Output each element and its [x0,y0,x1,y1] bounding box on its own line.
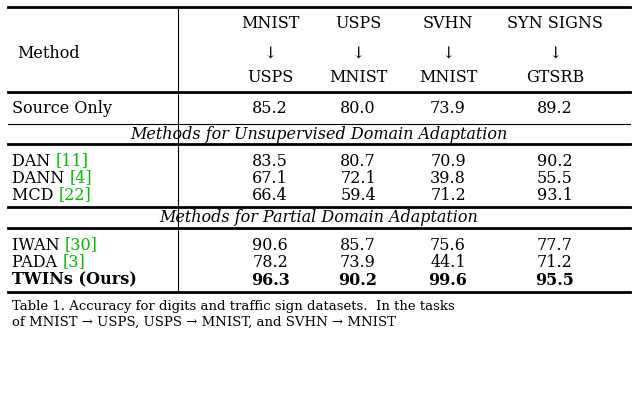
Text: ↓: ↓ [442,44,454,62]
Text: 72.1: 72.1 [340,170,376,186]
Text: 73.9: 73.9 [430,99,466,116]
Text: PADA: PADA [12,253,62,271]
Text: MNIST: MNIST [241,15,299,31]
Text: TWINs (Ours): TWINs (Ours) [12,272,137,289]
Text: ↓: ↓ [351,44,365,62]
Text: Methods for Partial Domain Adaptation: Methods for Partial Domain Adaptation [159,209,478,225]
Text: 90.6: 90.6 [252,236,288,253]
Text: [30]: [30] [65,236,98,253]
Text: [4]: [4] [69,170,92,186]
Text: 67.1: 67.1 [252,170,288,186]
Text: 75.6: 75.6 [430,236,466,253]
Text: MCD: MCD [12,186,58,204]
Text: Table 1. Accuracy for digits and traffic sign datasets.  In the tasks: Table 1. Accuracy for digits and traffic… [12,300,455,313]
Text: DAN: DAN [12,153,56,170]
Text: [11]: [11] [56,153,88,170]
Text: USPS: USPS [247,70,293,86]
Text: 80.0: 80.0 [340,99,376,116]
Text: 73.9: 73.9 [340,253,376,271]
Text: 85.2: 85.2 [252,99,288,116]
Text: [22]: [22] [58,186,92,204]
Text: 44.1: 44.1 [430,253,466,271]
Text: 90.2: 90.2 [537,153,573,170]
Text: 96.3: 96.3 [251,272,289,289]
Text: 93.1: 93.1 [537,186,573,204]
Text: 83.5: 83.5 [252,153,288,170]
Text: ↓: ↓ [263,44,276,62]
Text: Source Only: Source Only [12,99,112,116]
Text: 89.2: 89.2 [537,99,573,116]
Text: 70.9: 70.9 [430,153,466,170]
Text: IWAN: IWAN [12,236,65,253]
Text: MNIST: MNIST [329,70,387,86]
Text: of MNIST → USPS, USPS → MNIST, and SVHN → MNIST: of MNIST → USPS, USPS → MNIST, and SVHN … [12,316,396,328]
Text: 90.2: 90.2 [339,272,378,289]
Text: SVHN: SVHN [423,15,473,31]
Text: DANN: DANN [12,170,69,186]
Text: 55.5: 55.5 [537,170,573,186]
Text: 77.7: 77.7 [537,236,573,253]
Text: 95.5: 95.5 [536,272,575,289]
Text: 71.2: 71.2 [537,253,573,271]
Text: 59.4: 59.4 [340,186,376,204]
Text: MNIST: MNIST [419,70,477,86]
Text: GTSRB: GTSRB [526,70,584,86]
Text: 66.4: 66.4 [252,186,288,204]
Text: 71.2: 71.2 [430,186,466,204]
Text: ↓: ↓ [548,44,562,62]
Text: [3]: [3] [62,253,85,271]
Text: 80.7: 80.7 [340,153,376,170]
Text: 39.8: 39.8 [430,170,466,186]
Text: 78.2: 78.2 [252,253,288,271]
Text: USPS: USPS [335,15,381,31]
Text: SYN SIGNS: SYN SIGNS [507,15,603,31]
Text: 99.6: 99.6 [429,272,467,289]
Text: Methods for Unsupervised Domain Adaptation: Methods for Unsupervised Domain Adaptati… [131,126,508,142]
Text: Method: Method [17,44,79,62]
Text: 85.7: 85.7 [340,236,376,253]
